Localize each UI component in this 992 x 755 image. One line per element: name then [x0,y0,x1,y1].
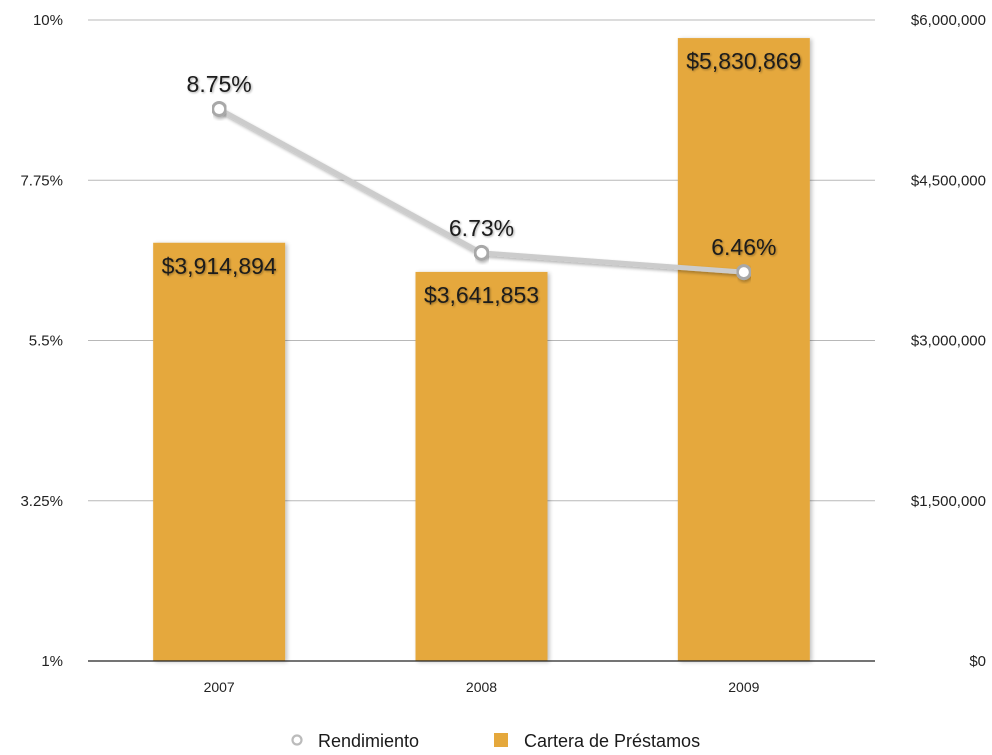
left-tick-label: 7.75% [20,172,63,189]
bar-value-label: $5,830,869 [686,48,801,74]
right-axis: $0 $1,500,000 $3,000,000 $4,500,000 $6,000,0… [911,12,986,670]
right-tick-label: $3,000,000 [911,333,986,350]
point-value-label: 6.73% [449,215,514,241]
legend: Rendimiento Cartera de Préstamos [291,731,700,751]
right-tick-label: $4,500,000 [911,172,986,189]
point-value-label: 8.75% [187,71,252,97]
legend-circle-icon [291,734,303,746]
left-tick-label: 3.25% [20,493,63,510]
line-point [735,264,752,281]
right-tick-label: $0 [969,653,986,670]
bar-value-label: $3,641,853 [424,282,539,308]
right-tick-label: $1,500,000 [911,493,986,510]
line-series: 8.75% 6.73% 6.46% [187,71,776,281]
legend-item-rendimiento: Rendimiento [291,731,419,751]
right-tick-label: $6,000,000 [911,12,986,29]
legend-label: Rendimiento [318,731,419,750]
x-tick-label: 2007 [204,679,235,695]
legend-label: Cartera de Préstamos [524,731,700,750]
point-value-label: 6.46% [711,234,776,260]
left-tick-label: 10% [33,12,63,29]
bar-value-label: $3,914,894 [162,253,277,279]
bar-series: $3,914,894 $3,641,853 $5,830,869 [153,38,810,661]
bar [415,271,548,661]
left-tick-label: 1% [41,653,63,670]
line-point [211,101,228,118]
bar [677,38,810,661]
left-tick-label: 5.5% [29,333,63,350]
left-axis: 1% 3.25% 5.5% 7.75% 10% [20,12,63,670]
legend-item-cartera: Cartera de Préstamos [494,731,700,751]
x-tick-label: 2008 [466,679,497,695]
x-tick-label: 2009 [728,679,759,695]
x-axis: 2007 2008 2009 [88,660,875,695]
line-point [473,244,490,261]
bar [153,242,286,661]
legend-square-icon [494,733,508,747]
